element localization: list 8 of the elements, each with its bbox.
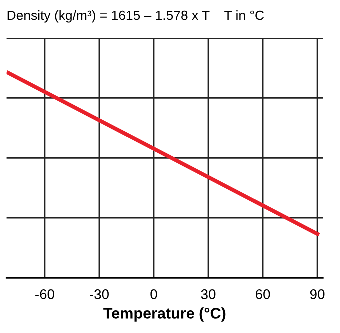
x-axis-title: Temperature (°C)	[104, 308, 226, 322]
x-tick-label: -30	[90, 290, 109, 300]
x-tick-label: 60	[256, 290, 270, 300]
x-tick-label: 30	[201, 290, 216, 300]
x-tick-label: 90	[310, 290, 325, 300]
chart-title: Density (kg/m³) = 1615 – 1.578 x T T in °C	[8, 10, 264, 23]
x-tick-label: 0	[150, 290, 158, 300]
x-tick-label: -60	[36, 290, 54, 300]
